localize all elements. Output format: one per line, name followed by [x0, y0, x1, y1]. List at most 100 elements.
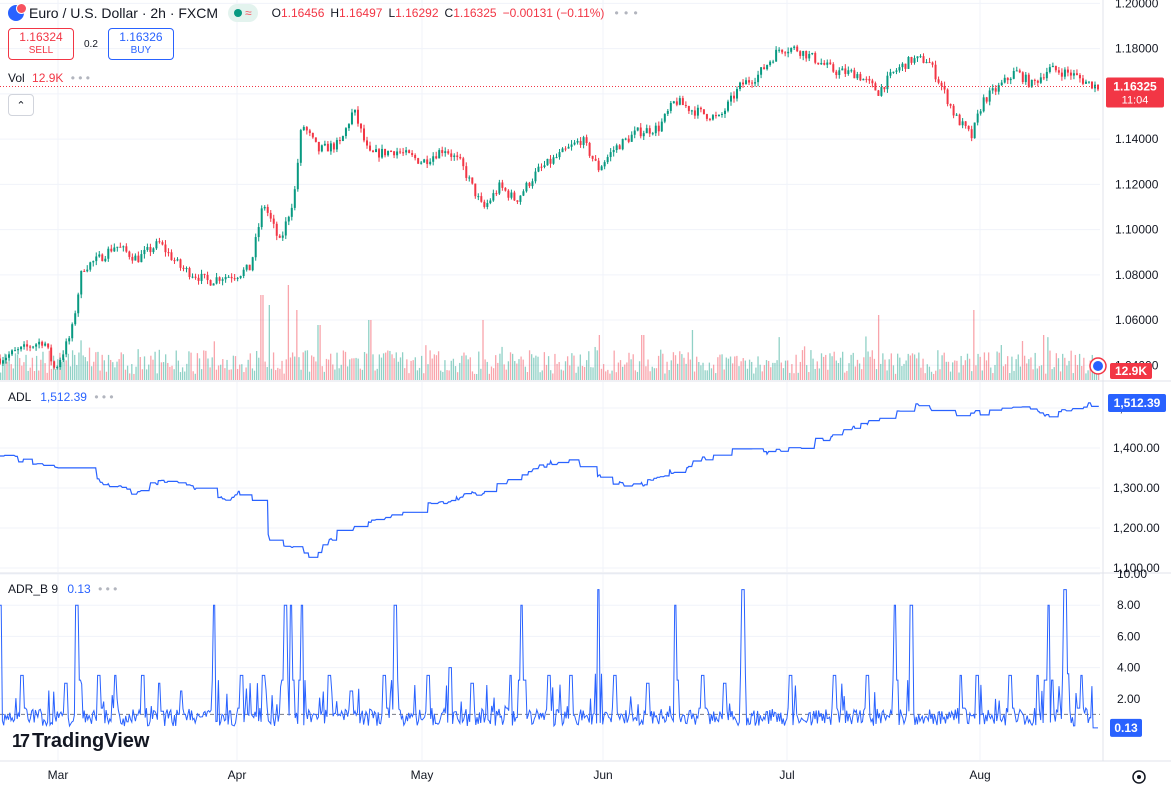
candle-body: [59, 359, 62, 368]
volume-bar: [327, 359, 330, 380]
ohlc-value: −0.00131 (−0.11%): [502, 6, 605, 20]
buy-button[interactable]: 1.16326 BUY: [107, 28, 174, 60]
volume-bar: [52, 355, 55, 380]
volume-bar: [480, 368, 482, 380]
sell-button[interactable]: 1.16324 SELL: [8, 28, 74, 60]
candle-body: [702, 109, 705, 115]
volume-bar: [88, 347, 91, 380]
currency-flag-icon: [8, 3, 27, 21]
candle-body: [1087, 81, 1090, 83]
volume-bar: [380, 357, 383, 380]
volume-bar: [156, 373, 158, 380]
volume-bar: [344, 351, 347, 380]
candle-body: [594, 158, 597, 161]
volume-bar: [1002, 366, 1005, 380]
candle-body: [787, 51, 790, 54]
volume-bar: [634, 370, 636, 380]
volume-bar: [975, 365, 977, 380]
adr-more-icon[interactable]: • • •: [98, 582, 118, 596]
volume-bar: [710, 368, 713, 380]
volume-bar: [1093, 366, 1096, 380]
candle-body: [772, 61, 775, 63]
price-tick-label: 1.12000: [1115, 177, 1159, 191]
volume-bar: [67, 353, 69, 380]
candle-body: [224, 277, 227, 280]
candle-body: [444, 151, 447, 154]
volume-bar: [302, 352, 304, 380]
volume-legend[interactable]: Vol 12.9K • • •: [8, 71, 90, 85]
volume-bar: [1062, 353, 1064, 380]
volume-bar: [916, 358, 918, 380]
candle-body: [272, 218, 275, 224]
volume-bar: [797, 372, 799, 380]
candle-body: [627, 138, 630, 142]
adr-badge: [1110, 718, 1142, 737]
volume-bar: [753, 373, 755, 380]
volume-bar: [751, 361, 753, 380]
settings-gear-center: [1137, 775, 1141, 779]
candle-body: [687, 106, 690, 112]
candle-body: [23, 344, 26, 347]
candle-body: [1003, 77, 1006, 83]
volume-bar: [31, 357, 34, 380]
candle-body: [152, 248, 155, 253]
candle-body: [173, 260, 176, 262]
candle-body: [946, 89, 949, 105]
candle-body: [973, 122, 976, 139]
volume-bar: [960, 355, 962, 380]
header-more-icon[interactable]: • • •: [614, 6, 639, 20]
volume-bar: [476, 373, 478, 380]
collapse-chevron-icon[interactable]: ⌃: [8, 94, 34, 116]
volume-bar: [839, 357, 842, 380]
trade-buttons: 1.16324 SELL 0.2 1.16326 BUY: [8, 28, 174, 60]
candle-body: [125, 246, 128, 252]
spread-value: 0.2: [84, 38, 98, 50]
volume-bar: [224, 368, 226, 380]
candle-body: [299, 130, 302, 163]
candle-body: [958, 114, 961, 126]
adl-legend[interactable]: ADL 1,512.39 • • •: [8, 390, 114, 404]
symbol-title[interactable]: Euro / U.S. Dollar · 2h · FXCM: [29, 5, 219, 21]
adl-more-icon[interactable]: • • •: [94, 390, 114, 404]
volume-bar: [791, 364, 793, 380]
candle-body: [356, 109, 359, 124]
adl-tick-label: 1,400.00: [1113, 441, 1160, 455]
volume-bar: [478, 351, 480, 380]
adr-legend[interactable]: ADR_B 9 0.13 • • •: [8, 582, 117, 596]
candle-body: [338, 140, 341, 142]
volume-bar: [702, 362, 704, 380]
volume-bar: [810, 350, 812, 380]
volume-bar: [122, 354, 125, 380]
candle-body: [146, 247, 149, 250]
candle-body: [62, 354, 65, 360]
volume-more-icon[interactable]: • • •: [70, 71, 91, 85]
volume-bar: [1038, 366, 1041, 380]
volume-bar: [162, 362, 165, 380]
volume-bar: [1023, 355, 1026, 380]
volume-bar: [867, 351, 869, 380]
volume-bar: [875, 369, 878, 380]
volume-bar: [1007, 356, 1009, 380]
volume-bar: [901, 366, 903, 380]
candle-body: [209, 280, 212, 286]
candle-body: [823, 62, 826, 65]
volume-bar: [509, 352, 512, 380]
volume-bar: [852, 352, 854, 380]
candle-body: [943, 85, 946, 90]
candle-body: [769, 61, 772, 65]
volume-bar: [607, 369, 609, 380]
volume-bar: [966, 353, 969, 380]
candle-body: [495, 193, 498, 195]
volume-bar: [27, 370, 29, 380]
volume-bar: [414, 357, 416, 380]
candle-body: [841, 68, 844, 71]
volume-bar: [346, 366, 349, 380]
market-status-pill[interactable]: ≈: [228, 4, 258, 22]
adr-tick-label: 10.00: [1117, 567, 1147, 581]
volume-bar: [169, 366, 171, 380]
volume-bar: [954, 360, 956, 380]
candle-body: [239, 275, 242, 278]
candle-body: [856, 74, 859, 79]
volume-bar: [1009, 373, 1011, 380]
